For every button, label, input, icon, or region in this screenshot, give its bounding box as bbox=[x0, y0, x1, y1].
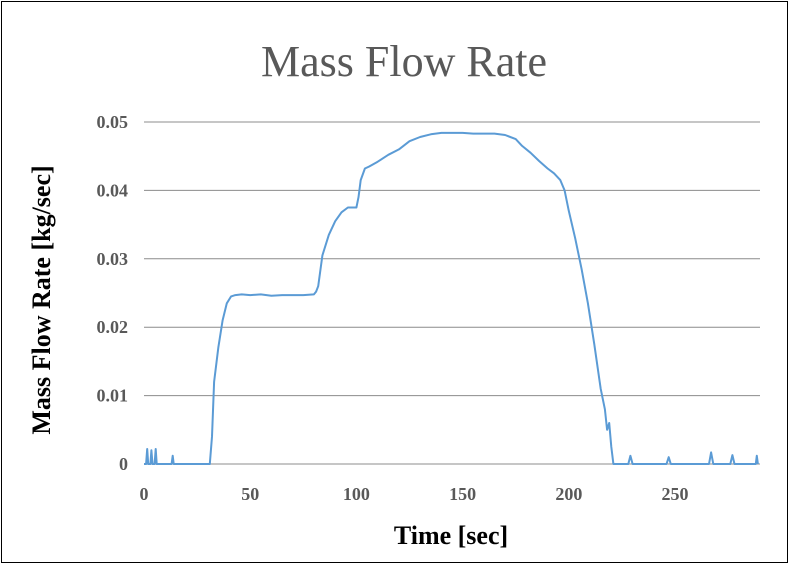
y-tick-label: 0.05 bbox=[97, 112, 129, 132]
x-tick-label: 100 bbox=[343, 484, 370, 504]
x-tick-labels: 0 50 100 150 200 250 bbox=[140, 484, 689, 504]
y-tick-labels: 0 0.01 0.02 0.03 0.04 0.05 bbox=[97, 112, 129, 474]
y-tick-label: 0.03 bbox=[97, 249, 129, 269]
chart-title: Mass Flow Rate bbox=[261, 37, 547, 86]
y-tick-label: 0.01 bbox=[97, 386, 129, 406]
x-tick-label: 250 bbox=[662, 484, 689, 504]
x-tick-label: 200 bbox=[555, 484, 582, 504]
x-tick-label: 150 bbox=[449, 484, 476, 504]
y-tick-label: 0 bbox=[119, 454, 128, 474]
series-line bbox=[144, 131, 759, 465]
series-group bbox=[144, 131, 759, 465]
x-axis-label: Time [sec] bbox=[394, 521, 508, 550]
y-tick-label: 0.04 bbox=[97, 180, 129, 200]
x-tick-label: 0 bbox=[140, 484, 149, 504]
x-tick-label: 50 bbox=[241, 484, 259, 504]
y-axis-label: Mass Flow Rate [kg/sec] bbox=[27, 165, 56, 434]
y-tick-label: 0.02 bbox=[97, 317, 129, 337]
grid-lines bbox=[144, 121, 760, 465]
